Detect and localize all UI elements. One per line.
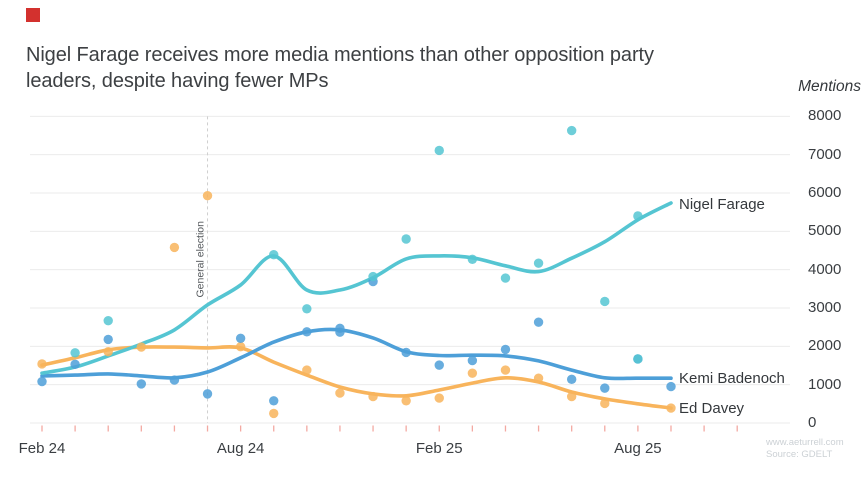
ed-davey-dot bbox=[600, 398, 610, 409]
ed-davey-dot bbox=[335, 388, 345, 398]
series-label-ed-davey: Ed Davey bbox=[679, 400, 745, 417]
nigel-farage-dot bbox=[434, 145, 444, 156]
ed-davey-dot bbox=[235, 342, 246, 352]
x-tick-label: Feb 24 bbox=[18, 440, 66, 457]
kemi-badenoch-dot bbox=[434, 360, 444, 370]
nigel-farage-dot bbox=[401, 234, 411, 244]
kemi-badenoch-dot bbox=[103, 334, 113, 345]
source-credit: Source: GDELT bbox=[766, 449, 833, 460]
ed-davey-dot bbox=[103, 347, 113, 357]
kemi-badenoch-dot bbox=[566, 374, 577, 385]
y-tick-label: 2000 bbox=[808, 337, 842, 355]
kemi-badenoch-dot bbox=[302, 327, 312, 337]
kemi-badenoch-dot bbox=[335, 327, 345, 337]
nigel-farage-dot bbox=[633, 354, 643, 364]
kemi-badenoch-dot bbox=[37, 376, 47, 387]
nigel-farage-dot bbox=[70, 348, 80, 358]
kemi-badenoch-dot bbox=[666, 381, 676, 392]
nigel-farage-dot bbox=[600, 296, 610, 307]
nigel-farage-dot bbox=[103, 315, 113, 326]
kemi-badenoch-dot bbox=[136, 379, 147, 389]
nigel-farage-dot bbox=[368, 271, 378, 282]
ed-davey-dot bbox=[302, 365, 312, 375]
ed-davey-dot bbox=[202, 190, 213, 201]
kemi-badenoch-dot bbox=[269, 396, 279, 406]
nigel-farage-dot bbox=[302, 304, 312, 314]
nigel-farage-dot bbox=[269, 250, 279, 260]
ed-davey-dot bbox=[269, 408, 279, 419]
kemi-badenoch-dot bbox=[500, 344, 511, 355]
red-marker bbox=[26, 8, 40, 22]
y-axis-title: Mentions bbox=[798, 78, 861, 95]
y-tick-label: 4000 bbox=[808, 260, 842, 278]
x-tick-label: Feb 25 bbox=[415, 440, 463, 457]
chart-title-line2: leaders, despite having fewer MPs bbox=[26, 70, 329, 92]
ed-davey-line bbox=[40, 345, 673, 410]
ed-davey-dot bbox=[566, 391, 577, 402]
chart-title: Nigel Farage receives more media mention… bbox=[26, 42, 816, 94]
ed-davey-dot bbox=[136, 342, 147, 352]
kemi-badenoch-dot bbox=[202, 389, 213, 399]
nigel-farage-dot bbox=[500, 273, 511, 283]
ed-davey-dot bbox=[169, 242, 180, 253]
kemi-badenoch-dot bbox=[70, 359, 80, 370]
ed-davey-dot bbox=[533, 373, 544, 383]
kemi-badenoch-dot bbox=[169, 375, 180, 385]
general-election-label: General election bbox=[194, 221, 207, 298]
nigel-farage-dot bbox=[467, 254, 478, 265]
ed-davey-dot bbox=[666, 403, 676, 413]
ed-davey-dot bbox=[37, 359, 47, 369]
y-tick-label: 5000 bbox=[808, 222, 842, 240]
nigel-farage-dot bbox=[566, 125, 577, 136]
credits: www.aeturrell.com Source: GDELT bbox=[766, 437, 844, 461]
y-tick-label: 3000 bbox=[808, 299, 842, 316]
nigel-farage-dot bbox=[533, 258, 544, 268]
kemi-badenoch-dot bbox=[533, 317, 544, 327]
website-credit: www.aeturrell.com bbox=[766, 437, 844, 448]
y-tick-label: 0 bbox=[808, 414, 817, 431]
kemi-badenoch-dot bbox=[235, 333, 246, 343]
kemi-badenoch-dot bbox=[600, 383, 610, 393]
kemi-badenoch-line bbox=[40, 327, 673, 381]
ed-davey-dot bbox=[401, 396, 411, 406]
ed-davey-dot bbox=[467, 368, 478, 378]
y-tick-label: 8000 bbox=[808, 107, 842, 125]
y-tick-label: 6000 bbox=[808, 184, 842, 201]
x-tick-label: Aug 24 bbox=[216, 440, 265, 457]
ed-davey-dot bbox=[368, 391, 378, 402]
nigel-farage-dot bbox=[633, 211, 643, 221]
kemi-badenoch-dot bbox=[401, 347, 411, 358]
x-tick-label: Aug 25 bbox=[614, 440, 662, 457]
series-label-nigel-farage: Nigel Farage bbox=[679, 196, 765, 213]
y-tick-label: 1000 bbox=[808, 375, 842, 393]
chart-title-line1: Nigel Farage receives more media mention… bbox=[26, 44, 654, 66]
y-tick-label: 7000 bbox=[808, 145, 842, 163]
series-label-kemi-badenoch: Kemi Badenoch bbox=[679, 370, 785, 387]
ed-davey-dot bbox=[500, 365, 511, 375]
nigel-farage-line bbox=[40, 201, 673, 375]
ed-davey-dot bbox=[434, 393, 444, 403]
kemi-badenoch-dot bbox=[467, 355, 478, 366]
